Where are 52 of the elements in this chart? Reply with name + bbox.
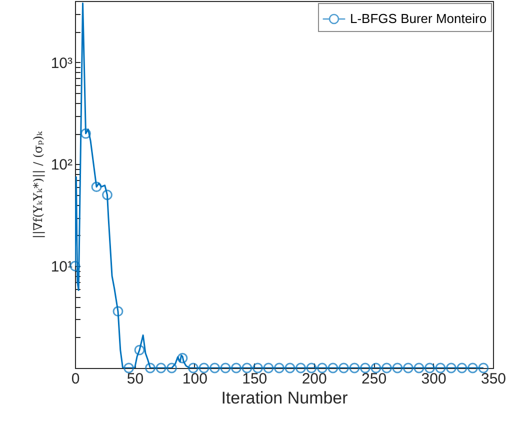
x-tick-label: 250 (362, 370, 387, 388)
x-axis-title: Iteration Number (221, 388, 348, 408)
y-tick-label: 10³ (50, 54, 72, 72)
point (402, 362, 414, 374)
y-tick-label: 10² (50, 156, 72, 174)
point (263, 362, 274, 374)
point (80, 128, 91, 139)
point (435, 362, 446, 374)
point (478, 362, 489, 374)
point (360, 362, 370, 374)
point (102, 190, 112, 200)
point (124, 362, 134, 374)
point (188, 362, 198, 374)
point (370, 362, 382, 374)
point (456, 362, 468, 374)
point (210, 362, 220, 374)
y-tick-label: 10¹ (50, 258, 72, 276)
point (446, 362, 456, 374)
point (316, 362, 328, 374)
x-tick-label: 50 (126, 370, 144, 388)
point (242, 362, 252, 374)
point (166, 362, 177, 374)
point (198, 362, 210, 374)
x-tick-label: 0 (71, 370, 80, 388)
x-tick-label: 300 (421, 370, 446, 388)
point (284, 362, 296, 374)
point (231, 362, 242, 374)
point (392, 362, 403, 374)
x-tick-label: 350 (480, 370, 506, 388)
point (91, 182, 102, 192)
x-tick-label: 150 (242, 370, 268, 388)
point (349, 362, 360, 374)
point (424, 362, 435, 374)
point (414, 362, 424, 374)
point (381, 362, 392, 374)
point (156, 362, 166, 374)
x-tick-label: 200 (302, 370, 327, 388)
legend-label: L-BFGS Burer Monteiro (350, 11, 487, 26)
x-tick-label: 100 (182, 370, 208, 388)
point (296, 362, 306, 374)
point (328, 362, 338, 374)
point (177, 352, 188, 364)
point (306, 362, 317, 374)
point (145, 362, 156, 374)
point (252, 362, 263, 374)
point (134, 344, 145, 356)
point (112, 306, 124, 317)
point (467, 362, 478, 374)
point (338, 362, 349, 374)
y-axis-title: ||∇f(YₖYₖ*)|| / (σₚ)ₖ (30, 130, 45, 239)
point (274, 362, 284, 374)
point (220, 362, 231, 374)
